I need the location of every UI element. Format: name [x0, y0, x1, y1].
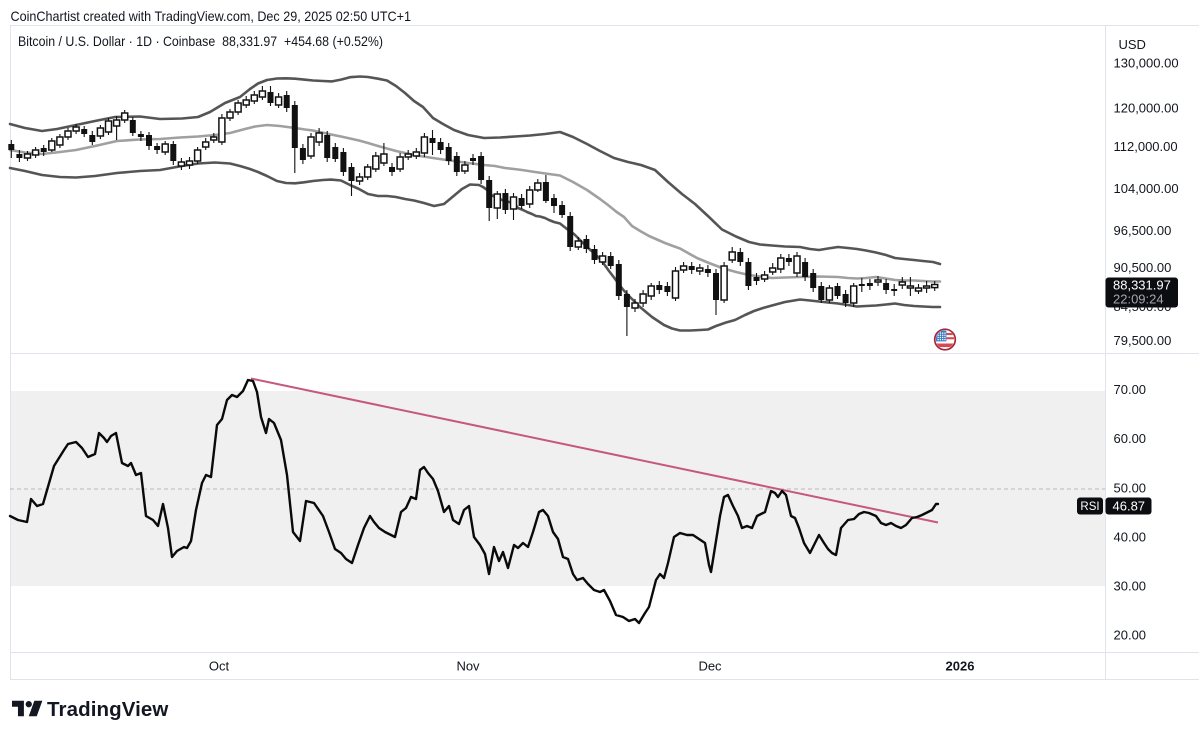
svg-text:90,500.00: 90,500.00	[1114, 260, 1172, 275]
svg-text:USD: USD	[1119, 37, 1146, 52]
svg-text:TradingView: TradingView	[47, 698, 168, 721]
svg-text:88,331.97: 88,331.97	[1113, 278, 1171, 293]
svg-text:79,500.00: 79,500.00	[1114, 333, 1172, 348]
svg-text:120,000.00: 120,000.00	[1114, 101, 1179, 116]
svg-text:130,000.00: 130,000.00	[1114, 56, 1179, 71]
svg-text:40.00: 40.00	[1114, 530, 1147, 545]
svg-text:RSI: RSI	[1080, 501, 1099, 513]
svg-text:50.00: 50.00	[1114, 481, 1147, 496]
svg-text:22:09:24: 22:09:24	[1113, 292, 1164, 307]
svg-text:70.00: 70.00	[1114, 382, 1147, 397]
svg-text:CoinChartist created with Trad: CoinChartist created with TradingView.co…	[11, 9, 412, 24]
svg-text:112,000.00: 112,000.00	[1114, 139, 1178, 154]
svg-text:Bitcoin / U.S. Dollar · 1D · C: Bitcoin / U.S. Dollar · 1D · Coinbase 88…	[18, 34, 383, 49]
svg-text:2026: 2026	[946, 659, 975, 674]
svg-text:60.00: 60.00	[1114, 431, 1147, 446]
svg-text:46.87: 46.87	[1113, 499, 1146, 514]
svg-text:Dec: Dec	[698, 659, 722, 674]
svg-text:20.00: 20.00	[1114, 628, 1147, 643]
svg-text:30.00: 30.00	[1114, 579, 1147, 594]
svg-text:Nov: Nov	[456, 659, 480, 674]
svg-text:96,500.00: 96,500.00	[1114, 223, 1172, 238]
svg-text:Oct: Oct	[209, 659, 230, 674]
svg-text:104,000.00: 104,000.00	[1114, 181, 1179, 196]
